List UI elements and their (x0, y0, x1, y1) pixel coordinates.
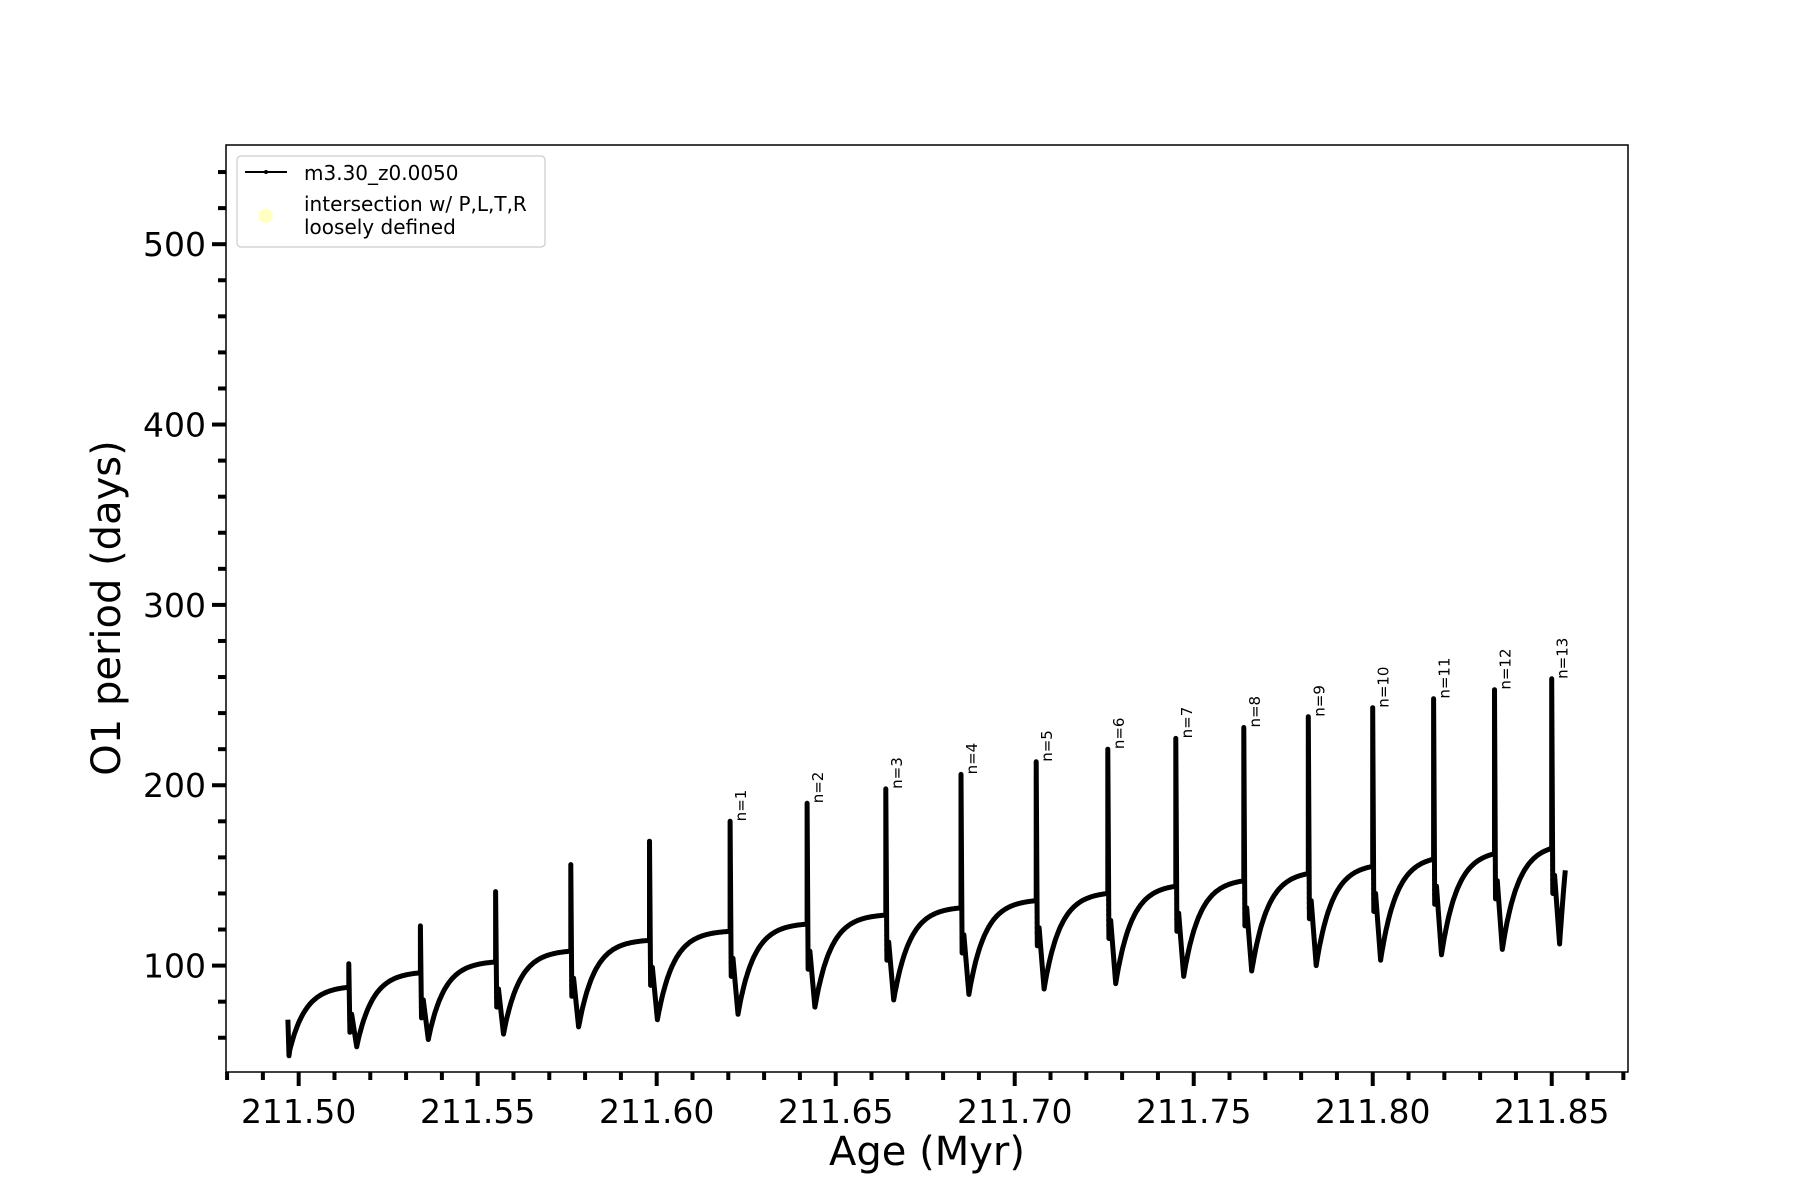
pulse-label: n=5 (1038, 730, 1056, 762)
pulse-label: n=3 (888, 757, 906, 789)
legend-intersection-marker (259, 209, 273, 223)
x-tick-label: 211.80 (1315, 1092, 1430, 1131)
legend: m3.30_z0.0050 intersection w/ P,L,T,R lo… (236, 155, 546, 248)
axis-ticks: 100 200 300 400 500 211.50 211.55 211.60 211.65 2… (143, 170, 1626, 1131)
x-tick-label: 211.60 (599, 1092, 714, 1131)
x-axis-label: Age (Myr) (829, 1129, 1025, 1175)
pulse-label: n=1 (732, 790, 750, 822)
plot-area (225, 144, 1629, 1073)
pulse-label: n=7 (1178, 707, 1196, 739)
pulse-label: n=2 (809, 772, 827, 804)
pulse-label: n=11 (1436, 658, 1454, 699)
pulse-label: n=13 (1554, 638, 1572, 679)
pulse-label: n=6 (1110, 718, 1128, 750)
x-tick-label: 211.85 (1494, 1092, 1609, 1131)
pulse-label: n=9 (1310, 685, 1328, 717)
x-tick-label: 211.75 (1136, 1092, 1251, 1131)
x-tick-label: 211.70 (957, 1092, 1072, 1131)
legend-label-series: m3.30_z0.0050 (304, 161, 459, 185)
x-tick-label: 211.50 (241, 1092, 356, 1131)
legend-label-intersection-2: loosely defined (304, 215, 456, 239)
pulse-label: n=12 (1496, 648, 1514, 689)
x-tick-label: 211.55 (420, 1092, 535, 1131)
y-tick-label: 400 (143, 406, 206, 445)
y-axis-label: O1 period (days) (84, 440, 130, 775)
legend-dot-marker (264, 170, 268, 174)
x-tick-label: 211.65 (778, 1092, 893, 1131)
series-curve (285, 676, 1568, 1059)
y-tick-label: 200 (143, 766, 206, 805)
pulse-label: n=8 (1246, 696, 1264, 728)
pulse-label: n=4 (963, 743, 981, 775)
pulse-annotations: n=1 n=2 n=3 n=4 n=5 n=6 n=7 n=8 n=9 n=10 n=11 n=12 n… (732, 638, 1572, 822)
y-tick-label: 300 (143, 586, 206, 625)
y-tick-label: 100 (143, 947, 206, 986)
y-tick-label: 500 (143, 225, 206, 264)
legend-label-intersection-1: intersection w/ P,L,T,R (304, 192, 527, 216)
pulse-label: n=10 (1375, 667, 1393, 708)
legend-box (236, 155, 546, 248)
